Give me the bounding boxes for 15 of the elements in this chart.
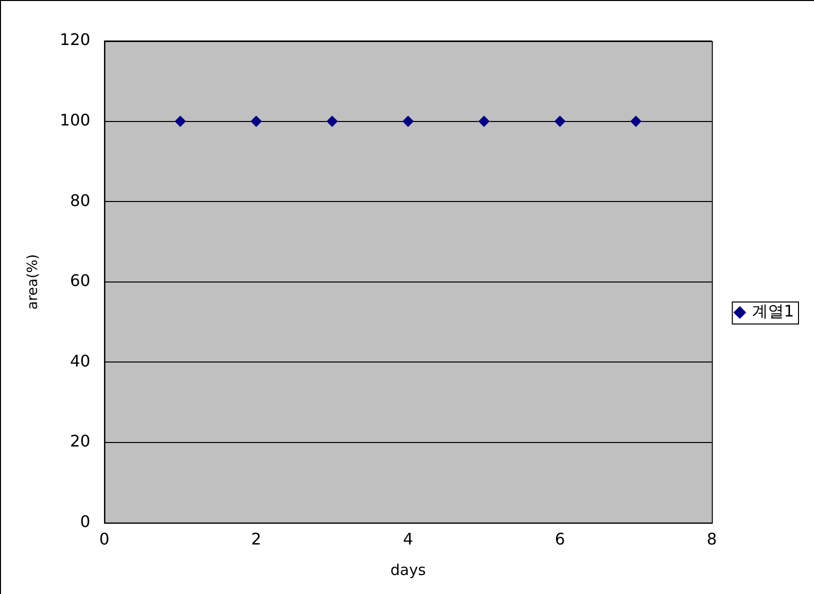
y-tick-label: 100	[60, 110, 90, 130]
y-tick-label: 40	[70, 351, 90, 370]
y-tick-label: 60	[70, 271, 90, 290]
y-axis-title: area(%)	[25, 254, 42, 310]
y-tick-label: 120	[60, 30, 90, 50]
x-tick-label: 0	[99, 530, 110, 549]
x-tick-label: 6	[554, 530, 566, 549]
x-tick-label: 8	[706, 530, 717, 549]
y-tick-label: 20	[70, 432, 90, 451]
x-tick-label: 2	[251, 530, 262, 549]
legend-label: 계열1	[752, 302, 794, 321]
y-tick-label: 80	[70, 190, 90, 210]
y-tick-label: 0	[80, 512, 90, 531]
x-tick-label: 4	[402, 530, 414, 549]
x-axis-title: days	[390, 560, 426, 579]
